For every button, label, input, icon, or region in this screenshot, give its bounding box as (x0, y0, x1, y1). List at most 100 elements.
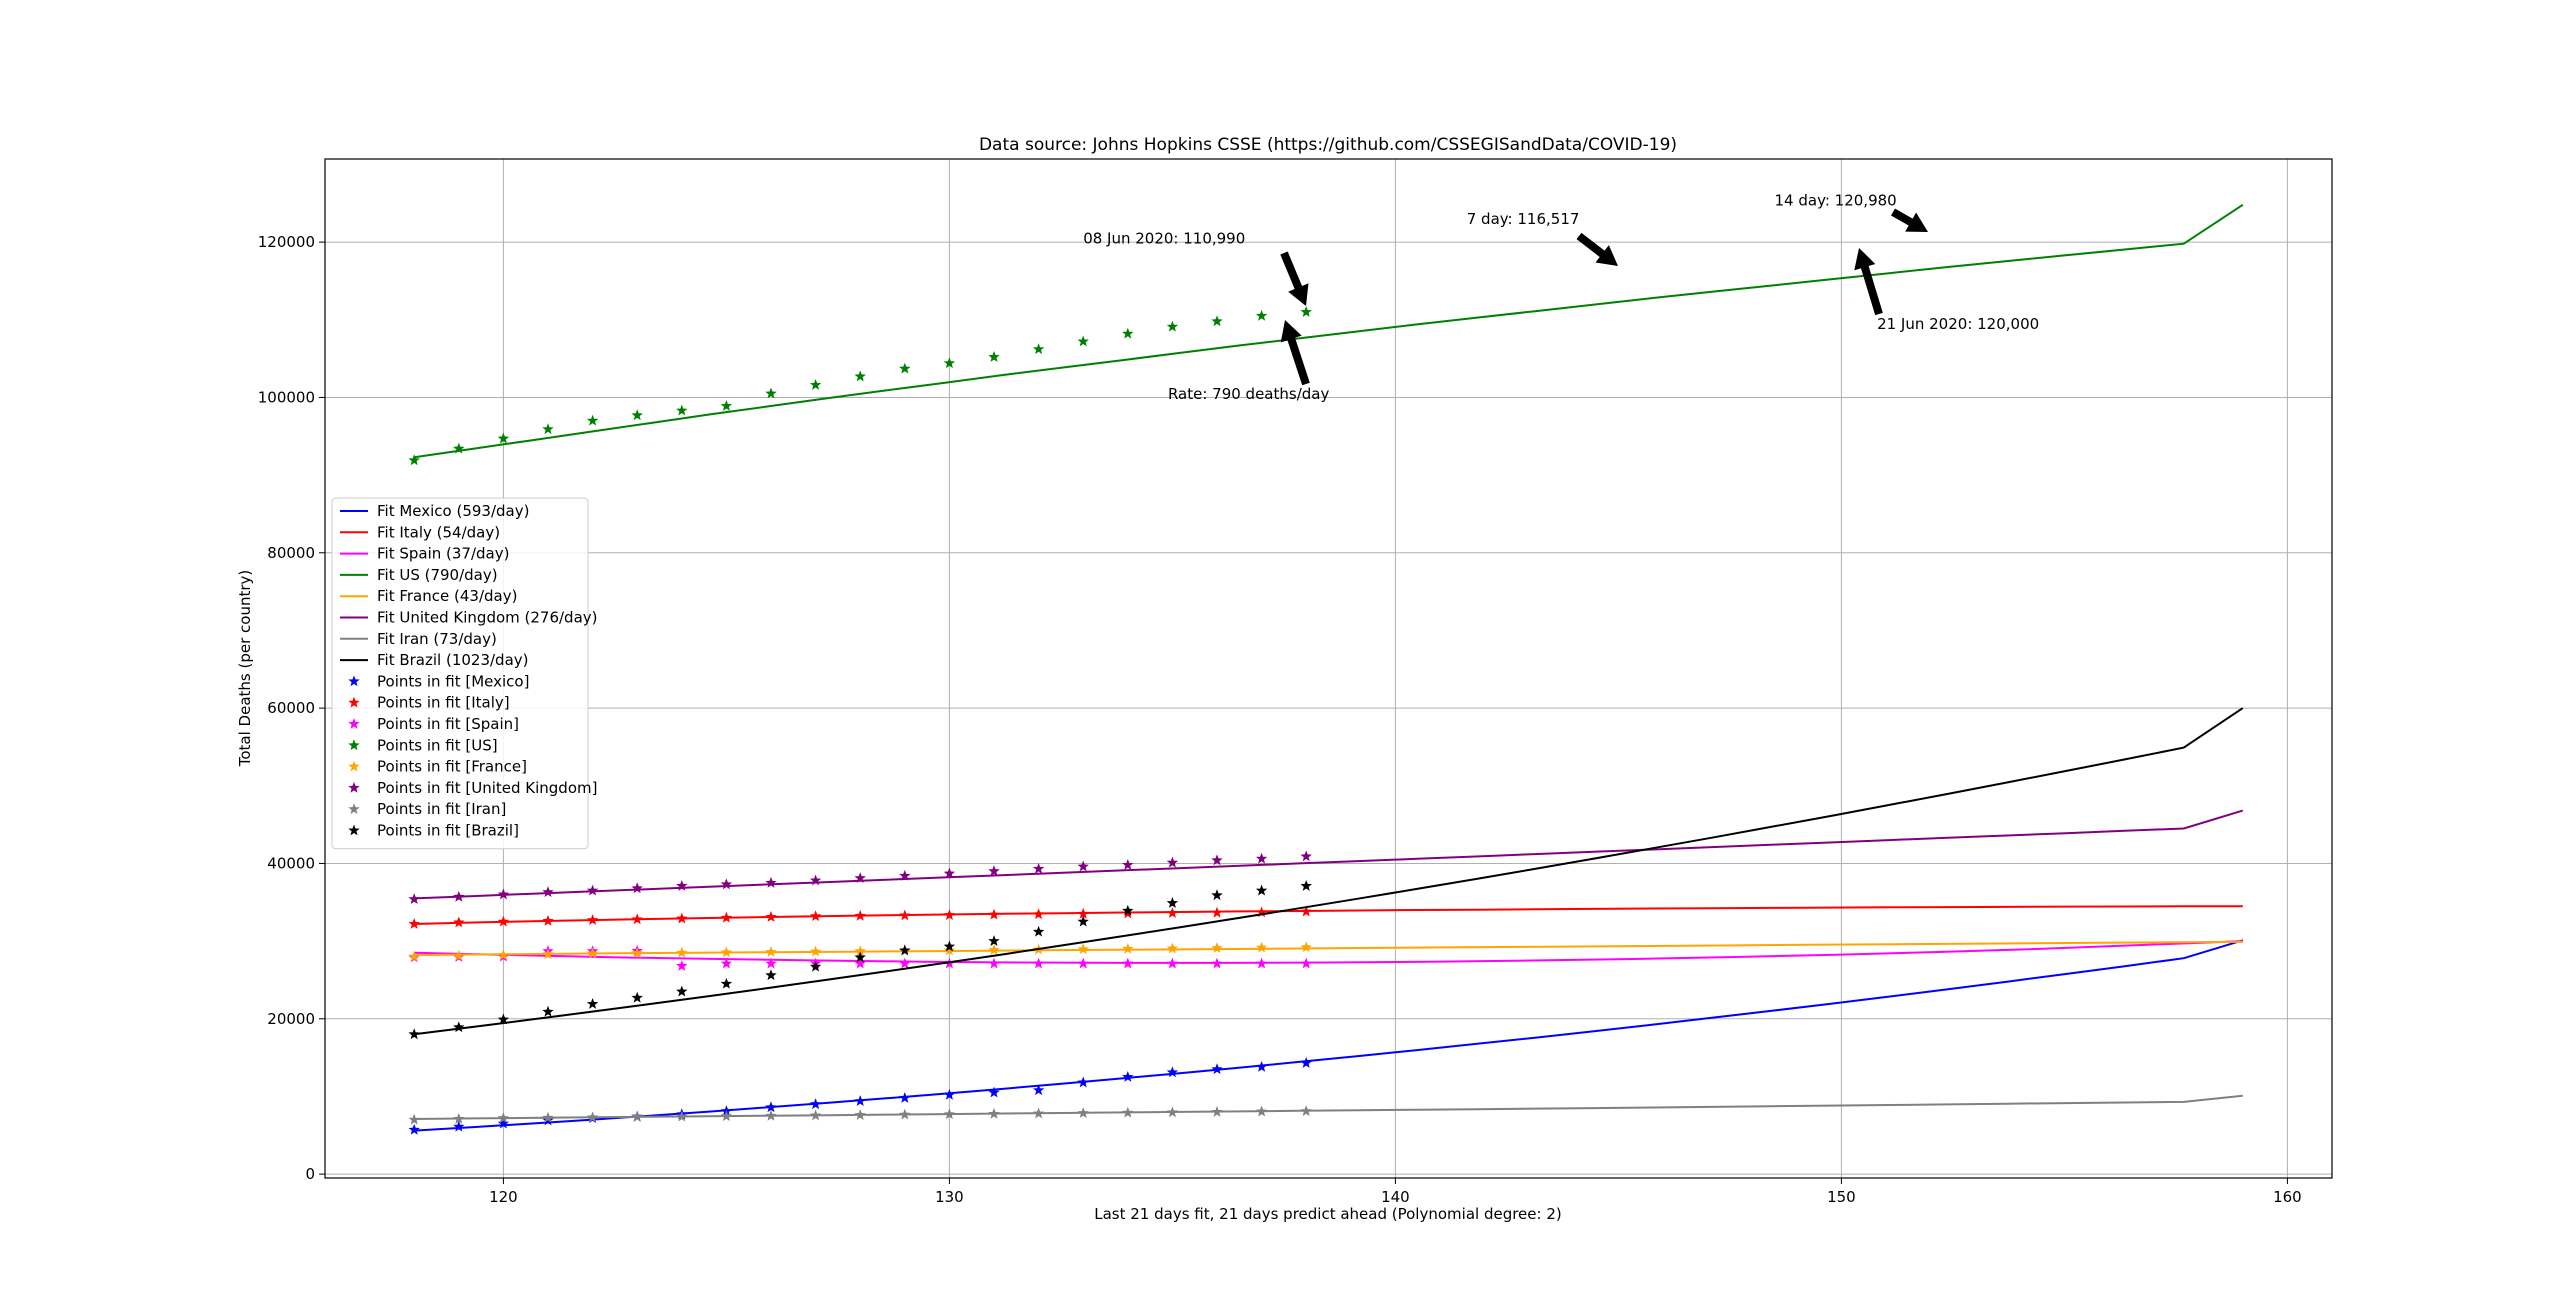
data-point-france (1166, 942, 1179, 954)
data-point-united-kingdom (408, 893, 420, 905)
legend-swatch-star (348, 675, 360, 687)
annotation-label: Rate: 790 deaths/day (1168, 385, 1330, 403)
data-point-italy (988, 908, 1000, 920)
data-point-iran (1255, 1105, 1268, 1117)
data-point-mexico (1077, 1076, 1089, 1088)
y-tick-label: 0 (305, 1165, 315, 1183)
data-point-brazil (899, 944, 911, 956)
data-point-iran (631, 1111, 643, 1122)
data-point-italy (542, 914, 554, 926)
data-point-brazil (988, 935, 1000, 946)
data-point-iran (453, 1112, 465, 1124)
data-point-us (809, 379, 822, 390)
data-point-italy (943, 909, 956, 920)
data-point-united-kingdom (899, 869, 911, 881)
data-point-iran (765, 1109, 777, 1121)
legend-entry: Fit United Kingdom (276/day) (377, 609, 598, 627)
y-tick-label: 100000 (258, 388, 315, 406)
data-point-iran (586, 1111, 599, 1123)
y-tick-label: 80000 (267, 544, 315, 562)
legend-entry: Fit US (790/day) (377, 566, 498, 584)
data-point-united-kingdom (1211, 854, 1223, 866)
annotation-arrow (1280, 251, 1309, 306)
data-point-italy (765, 911, 777, 922)
data-point-united-kingdom (765, 876, 777, 888)
data-point-italy (586, 914, 599, 925)
data-point-france (676, 946, 688, 958)
data-point-iran (988, 1107, 1000, 1119)
data-point-italy (1077, 907, 1089, 919)
data-point-italy (720, 911, 733, 923)
data-point-france (408, 950, 420, 962)
data-point-france (631, 947, 643, 959)
data-point-iran (899, 1108, 911, 1120)
annotation-label: 08 Jun 2020: 110,990 (1083, 230, 1245, 248)
data-point-iran (676, 1110, 688, 1122)
data-point-spain (1032, 957, 1045, 969)
data-point-italy (453, 916, 465, 928)
y-tick-label: 40000 (267, 854, 315, 872)
series-layer (408, 203, 2244, 1135)
data-point-united-kingdom (453, 890, 465, 902)
data-point-italy (1300, 905, 1312, 917)
data-point-iran (720, 1110, 733, 1122)
data-point-iran (809, 1109, 822, 1121)
data-point-brazil (809, 960, 822, 972)
data-point-spain (1077, 957, 1089, 969)
data-point-france (720, 946, 733, 958)
plot-frame (324, 158, 2333, 1179)
legend-entry: Points in fit [Iran] (377, 800, 506, 818)
data-point-spain (676, 959, 688, 971)
data-point-mexico (1166, 1066, 1179, 1078)
data-point-brazil (1077, 915, 1089, 927)
data-point-france (586, 947, 599, 959)
data-point-united-kingdom (943, 867, 956, 879)
legend-swatch-star (348, 824, 360, 836)
data-point-spain (720, 957, 733, 969)
legend-entry: Points in fit [France] (377, 758, 527, 776)
data-point-united-kingdom (1300, 850, 1312, 862)
x-tick-label: 120 (489, 1188, 518, 1206)
grid (325, 159, 2332, 1178)
data-point-united-kingdom (676, 879, 688, 891)
data-point-united-kingdom (542, 886, 554, 898)
data-point-iran (943, 1108, 956, 1120)
data-point-italy (899, 909, 911, 921)
annotation-arrow (1280, 320, 1310, 386)
legend-entry: Fit France (43/day) (377, 587, 517, 605)
x-axis-label: Last 21 days fit, 21 days predict ahead … (1094, 1205, 1561, 1223)
data-point-mexico (1032, 1084, 1045, 1096)
data-point-france (497, 949, 510, 960)
annotation-layer: 08 Jun 2020: 110,990 Rate: 790 deaths/day… (1083, 192, 2039, 403)
data-point-brazil (1300, 879, 1312, 891)
fit-line-spain (414, 940, 2243, 964)
data-point-united-kingdom (854, 872, 866, 884)
legend-entry: Fit Brazil (1023/day) (377, 651, 529, 669)
data-point-us (1300, 306, 1312, 317)
y-tick-label: 60000 (267, 699, 315, 717)
data-point-brazil (408, 1028, 420, 1040)
x-tick-label: 140 (1381, 1188, 1410, 1206)
legend-swatch-star (348, 739, 360, 751)
data-point-spain (854, 957, 866, 969)
data-point-brazil (1211, 889, 1223, 901)
data-point-united-kingdom (631, 882, 643, 894)
data-point-mexico (809, 1098, 822, 1110)
ticks: 120 130 140 150 160 0 20000 40000 60000 80000 1000… (258, 233, 2302, 1206)
legend-box (331, 497, 589, 850)
data-point-iran (1211, 1105, 1223, 1117)
data-point-iran (1077, 1107, 1089, 1118)
data-point-italy (1211, 906, 1223, 918)
data-point-mexico (988, 1086, 1000, 1098)
data-point-us (943, 357, 956, 369)
data-point-italy (408, 918, 420, 929)
data-point-italy (1255, 906, 1268, 918)
data-point-brazil (542, 1005, 554, 1017)
data-point-united-kingdom (1255, 852, 1268, 864)
data-point-spain (765, 957, 777, 969)
legend-swatch-star (348, 718, 360, 729)
data-point-italy (1166, 907, 1179, 919)
data-point-iran (1032, 1107, 1045, 1119)
annotation-arrow (1576, 232, 1618, 266)
